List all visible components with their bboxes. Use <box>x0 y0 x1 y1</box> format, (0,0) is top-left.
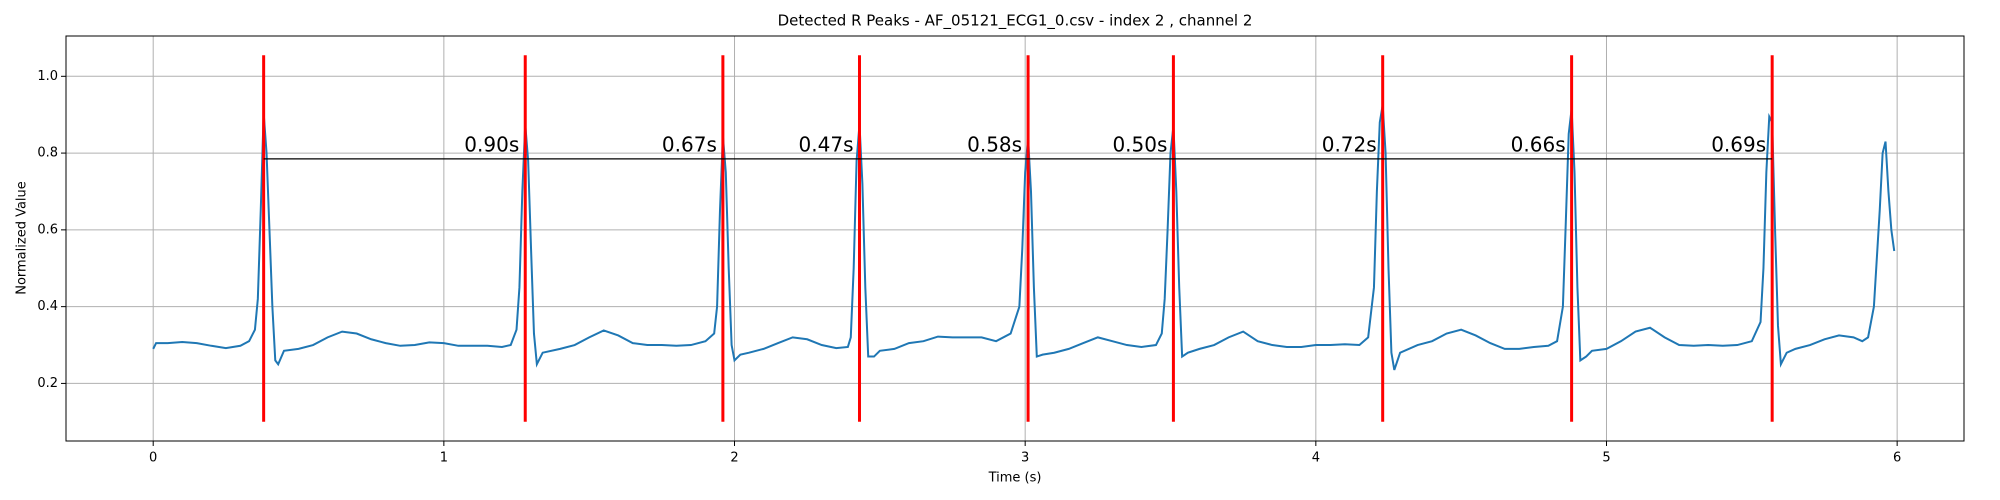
interval-label: 0.72s <box>1322 132 1377 156</box>
x-tick-label: 5 <box>1602 451 1610 466</box>
x-tick-label: 3 <box>1021 451 1029 466</box>
x-tick-label: 6 <box>1893 451 1901 466</box>
plot-frame <box>65 35 1965 442</box>
chart-title: Detected R Peaks - AF_05121_ECG1_0.csv -… <box>778 12 1253 31</box>
interval-label: 0.90s <box>464 132 519 156</box>
interval-label: 0.67s <box>662 132 717 156</box>
interval-label: 0.50s <box>1112 132 1167 156</box>
ecg-line <box>152 104 1896 371</box>
x-axis-label: Time (s) <box>988 471 1042 486</box>
y-tick-label: 0.2 <box>37 376 58 391</box>
x-tick-label: 4 <box>1312 451 1320 466</box>
y-axis-label: Normalized Value <box>15 181 30 295</box>
y-tick-label: 0.8 <box>37 146 58 161</box>
x-tick-label: 0 <box>149 451 157 466</box>
y-tick-label: 1.0 <box>37 69 58 84</box>
interval-label: 0.66s <box>1511 132 1566 156</box>
y-tick-label: 0.6 <box>37 222 58 237</box>
interval-label: 0.58s <box>967 132 1022 156</box>
y-tick-label: 0.4 <box>37 299 58 314</box>
interval-label: 0.69s <box>1711 132 1766 156</box>
interval-label: 0.47s <box>799 132 854 156</box>
x-tick-label: 2 <box>730 451 738 466</box>
x-tick-label: 1 <box>440 451 448 466</box>
